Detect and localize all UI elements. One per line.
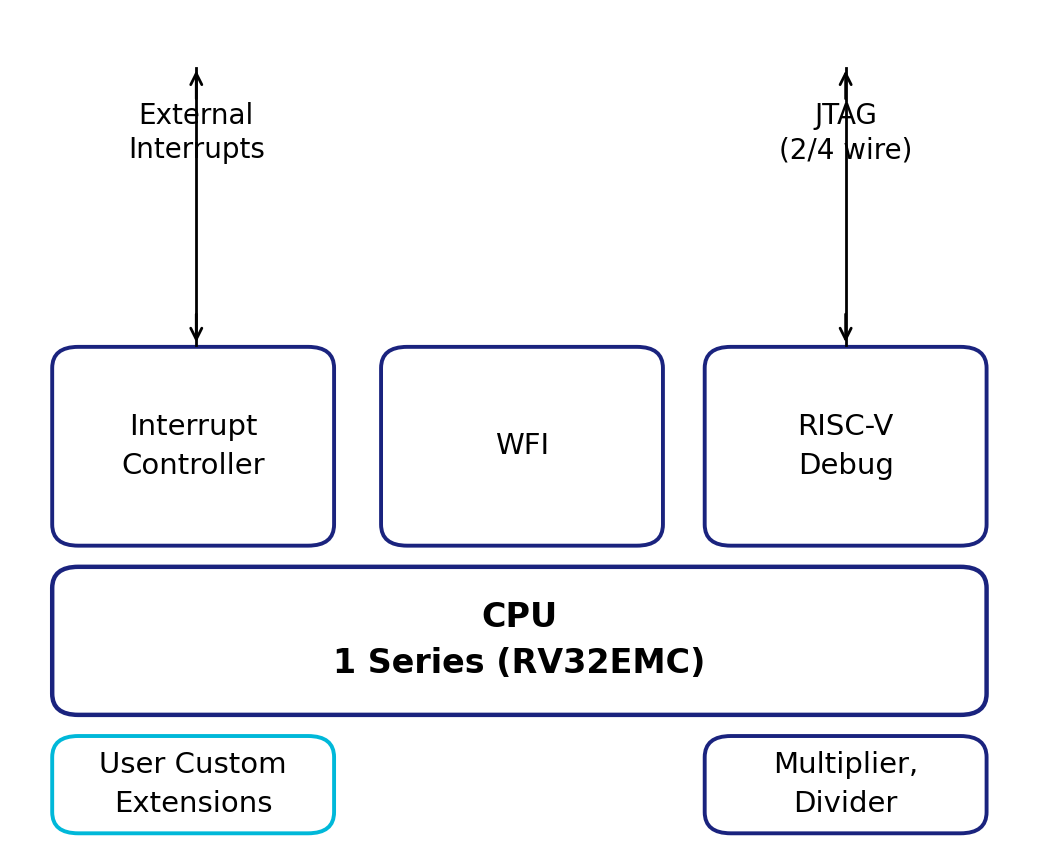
Text: RISC-V
Debug: RISC-V Debug	[798, 413, 894, 480]
Text: WFI: WFI	[495, 432, 549, 460]
Text: User Custom
Extensions: User Custom Extensions	[99, 751, 287, 818]
Text: Interrupt
Controller: Interrupt Controller	[121, 413, 265, 480]
Text: JTAG
(2/4 wire): JTAG (2/4 wire)	[779, 102, 912, 164]
Text: CPU
1 Series (RV32EMC): CPU 1 Series (RV32EMC)	[333, 602, 706, 680]
Text: External
Interrupts: External Interrupts	[127, 102, 265, 164]
FancyBboxPatch shape	[705, 736, 987, 833]
FancyBboxPatch shape	[52, 567, 987, 715]
FancyBboxPatch shape	[705, 347, 987, 546]
FancyBboxPatch shape	[381, 347, 663, 546]
Text: Multiplier,
Divider: Multiplier, Divider	[773, 751, 919, 818]
FancyBboxPatch shape	[52, 347, 334, 546]
FancyBboxPatch shape	[52, 736, 334, 833]
